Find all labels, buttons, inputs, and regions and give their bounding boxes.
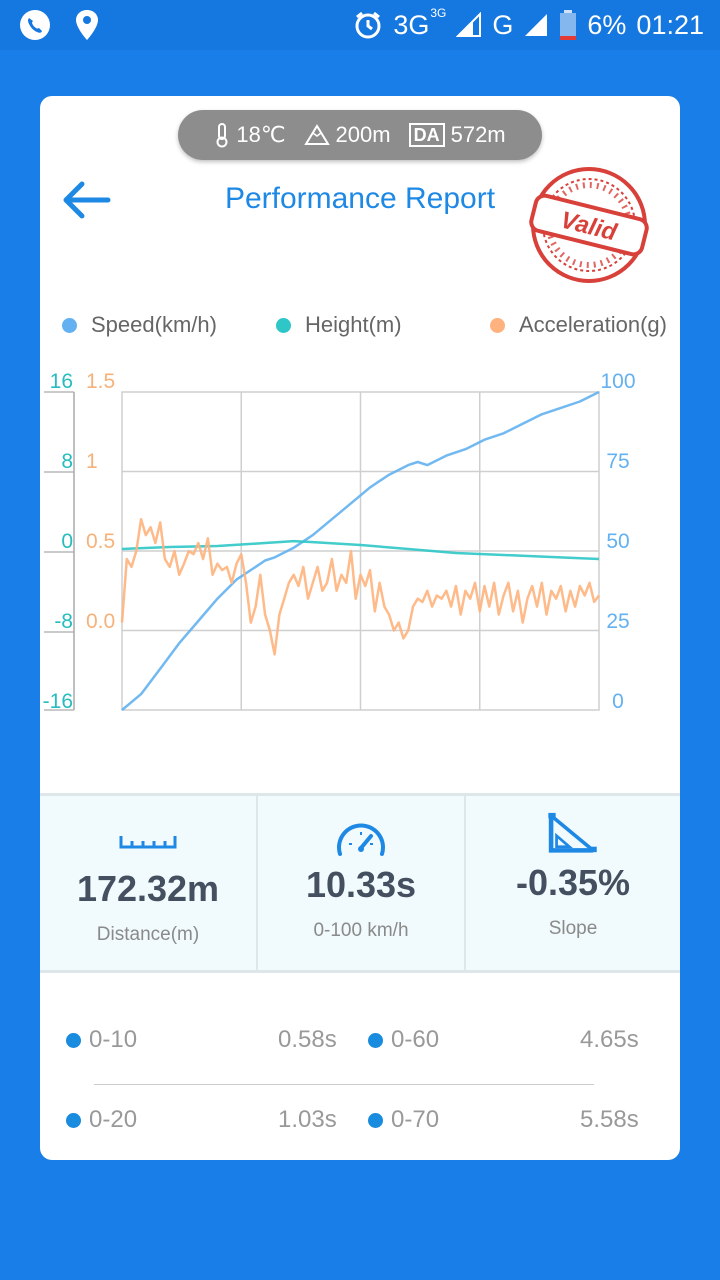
performance-chart: 16 8 0 -8 -16 1.5 1 0.5 0.0 100 75 50 25 0 [43,370,636,713]
interval-time: 4.65s [580,1026,639,1053]
altitude-value: 200m [335,122,391,147]
legend-height-label: Height(m) [305,312,402,337]
accel-axis-tick-label: 0.0 [86,610,115,633]
battery-percent: 6% [587,10,627,40]
accel-axis-tick-label: 0.5 [86,530,115,553]
accel-axis-tick-label: 1 [86,450,98,473]
thermometer-icon [216,123,228,148]
speed-axis-tick-label: 100 [600,370,635,393]
legend-dot [490,317,505,333]
signal-strength-icon-2 [525,14,548,36]
distance-label: Distance(m) [96,924,200,945]
interval-item: 0-60 [368,1026,439,1054]
page-title: Performance Report [224,182,496,215]
slope-value: -0.35% [515,862,631,903]
distance-value: 172.32m [76,868,220,909]
speedometer-icon [337,823,385,856]
bullet-dot [368,1112,383,1128]
stats-panel: 172.32m Distance(m) 10.33s 0-100 km/h -0… [40,793,680,973]
interval-times: 0-10 0.58s 0-60 4.65s 0-20 1.03s 0-70 5.… [40,1026,680,1160]
interval-item: 0-70 [368,1106,439,1134]
series-line-accel [120,517,600,656]
conditions-pill: 18℃ 200m DA 572m [178,110,542,160]
phone-call-icon [20,10,50,40]
height-axis-tick-label: 0 [61,530,73,553]
clock-time: 01:21 [636,10,704,40]
interval-time: 5.58s [580,1106,639,1133]
interval-range: 0-20 [89,1106,138,1133]
da-badge: DA [408,123,445,147]
bullet-dot [368,1032,383,1048]
speed-axis-tick-label: 75 [606,450,629,473]
acceleration-time-value: 10.33s [305,864,417,905]
density-altitude-value: 572m [450,122,506,147]
mountain-icon [303,124,330,145]
speed-axis-tick-label: 25 [606,610,629,633]
ruler-icon [119,836,177,849]
height-axis-tick-label: -16 [43,690,73,713]
temperature-value: 18℃ [236,122,286,147]
bullet-dot [66,1112,81,1128]
height-axis-tick-label: 8 [61,450,73,473]
stat-zero-to-hundred: 10.33s 0-100 km/h [256,796,466,970]
acceleration-time-label: 0-100 km/h [313,920,409,941]
stat-distance: 172.32m Distance(m) [40,796,256,970]
legend-speed: Speed(km/h) [62,312,276,338]
series-line-speed [121,390,600,711]
status-bar: 3G 3G G 6% 01:21 [0,0,720,50]
alarm-clock-icon [355,11,381,39]
interval-range: 0-60 [391,1026,440,1053]
battery-icon [560,10,577,40]
legend-acceleration-label: Acceleration(g) [519,312,667,337]
speed-axis-tick-label: 0 [612,690,624,713]
stat-slope: -0.35% Slope [466,796,680,970]
height-axis-tick-label: 16 [50,370,73,393]
interval-item: 0-10 [66,1026,137,1054]
chart-legend: Speed(km/h) Height(m) Acceleration(g) [62,312,680,338]
network-type-2: G [492,10,514,40]
row-divider [94,1084,594,1085]
accel-axis-tick-label: 1.5 [86,370,115,393]
legend-dot [62,317,77,333]
height-axis-tick-label: -8 [54,610,73,633]
location-pin-icon [76,10,98,40]
valid-stamp: Valid [529,167,649,283]
signal-strength-icon [456,12,482,37]
legend-acceleration: Acceleration(g) [490,312,667,338]
legend-dot [276,317,291,333]
legend-speed-label: Speed(km/h) [91,312,217,337]
performance-report-card: 18℃ 200m DA 572m Performance Report Vali… [40,96,680,1160]
interval-time: 1.03s [278,1106,337,1133]
slope-icon [548,812,597,853]
interval-range: 0-70 [391,1106,440,1133]
interval-row: 0-20 1.03s 0-70 5.58s [40,1106,680,1160]
legend-height: Height(m) [276,312,490,338]
interval-range: 0-10 [89,1026,138,1053]
back-arrow-icon[interactable] [60,178,112,222]
network-type-super: 3G [430,6,447,20]
interval-row: 0-10 0.58s 0-60 4.65s [40,1026,680,1106]
bullet-dot [66,1032,81,1048]
slope-label: Slope [548,918,598,939]
network-type: 3G [393,10,430,40]
interval-item: 0-20 [66,1106,137,1134]
interval-time: 0.58s [278,1026,337,1053]
speed-axis-tick-label: 50 [606,530,629,553]
